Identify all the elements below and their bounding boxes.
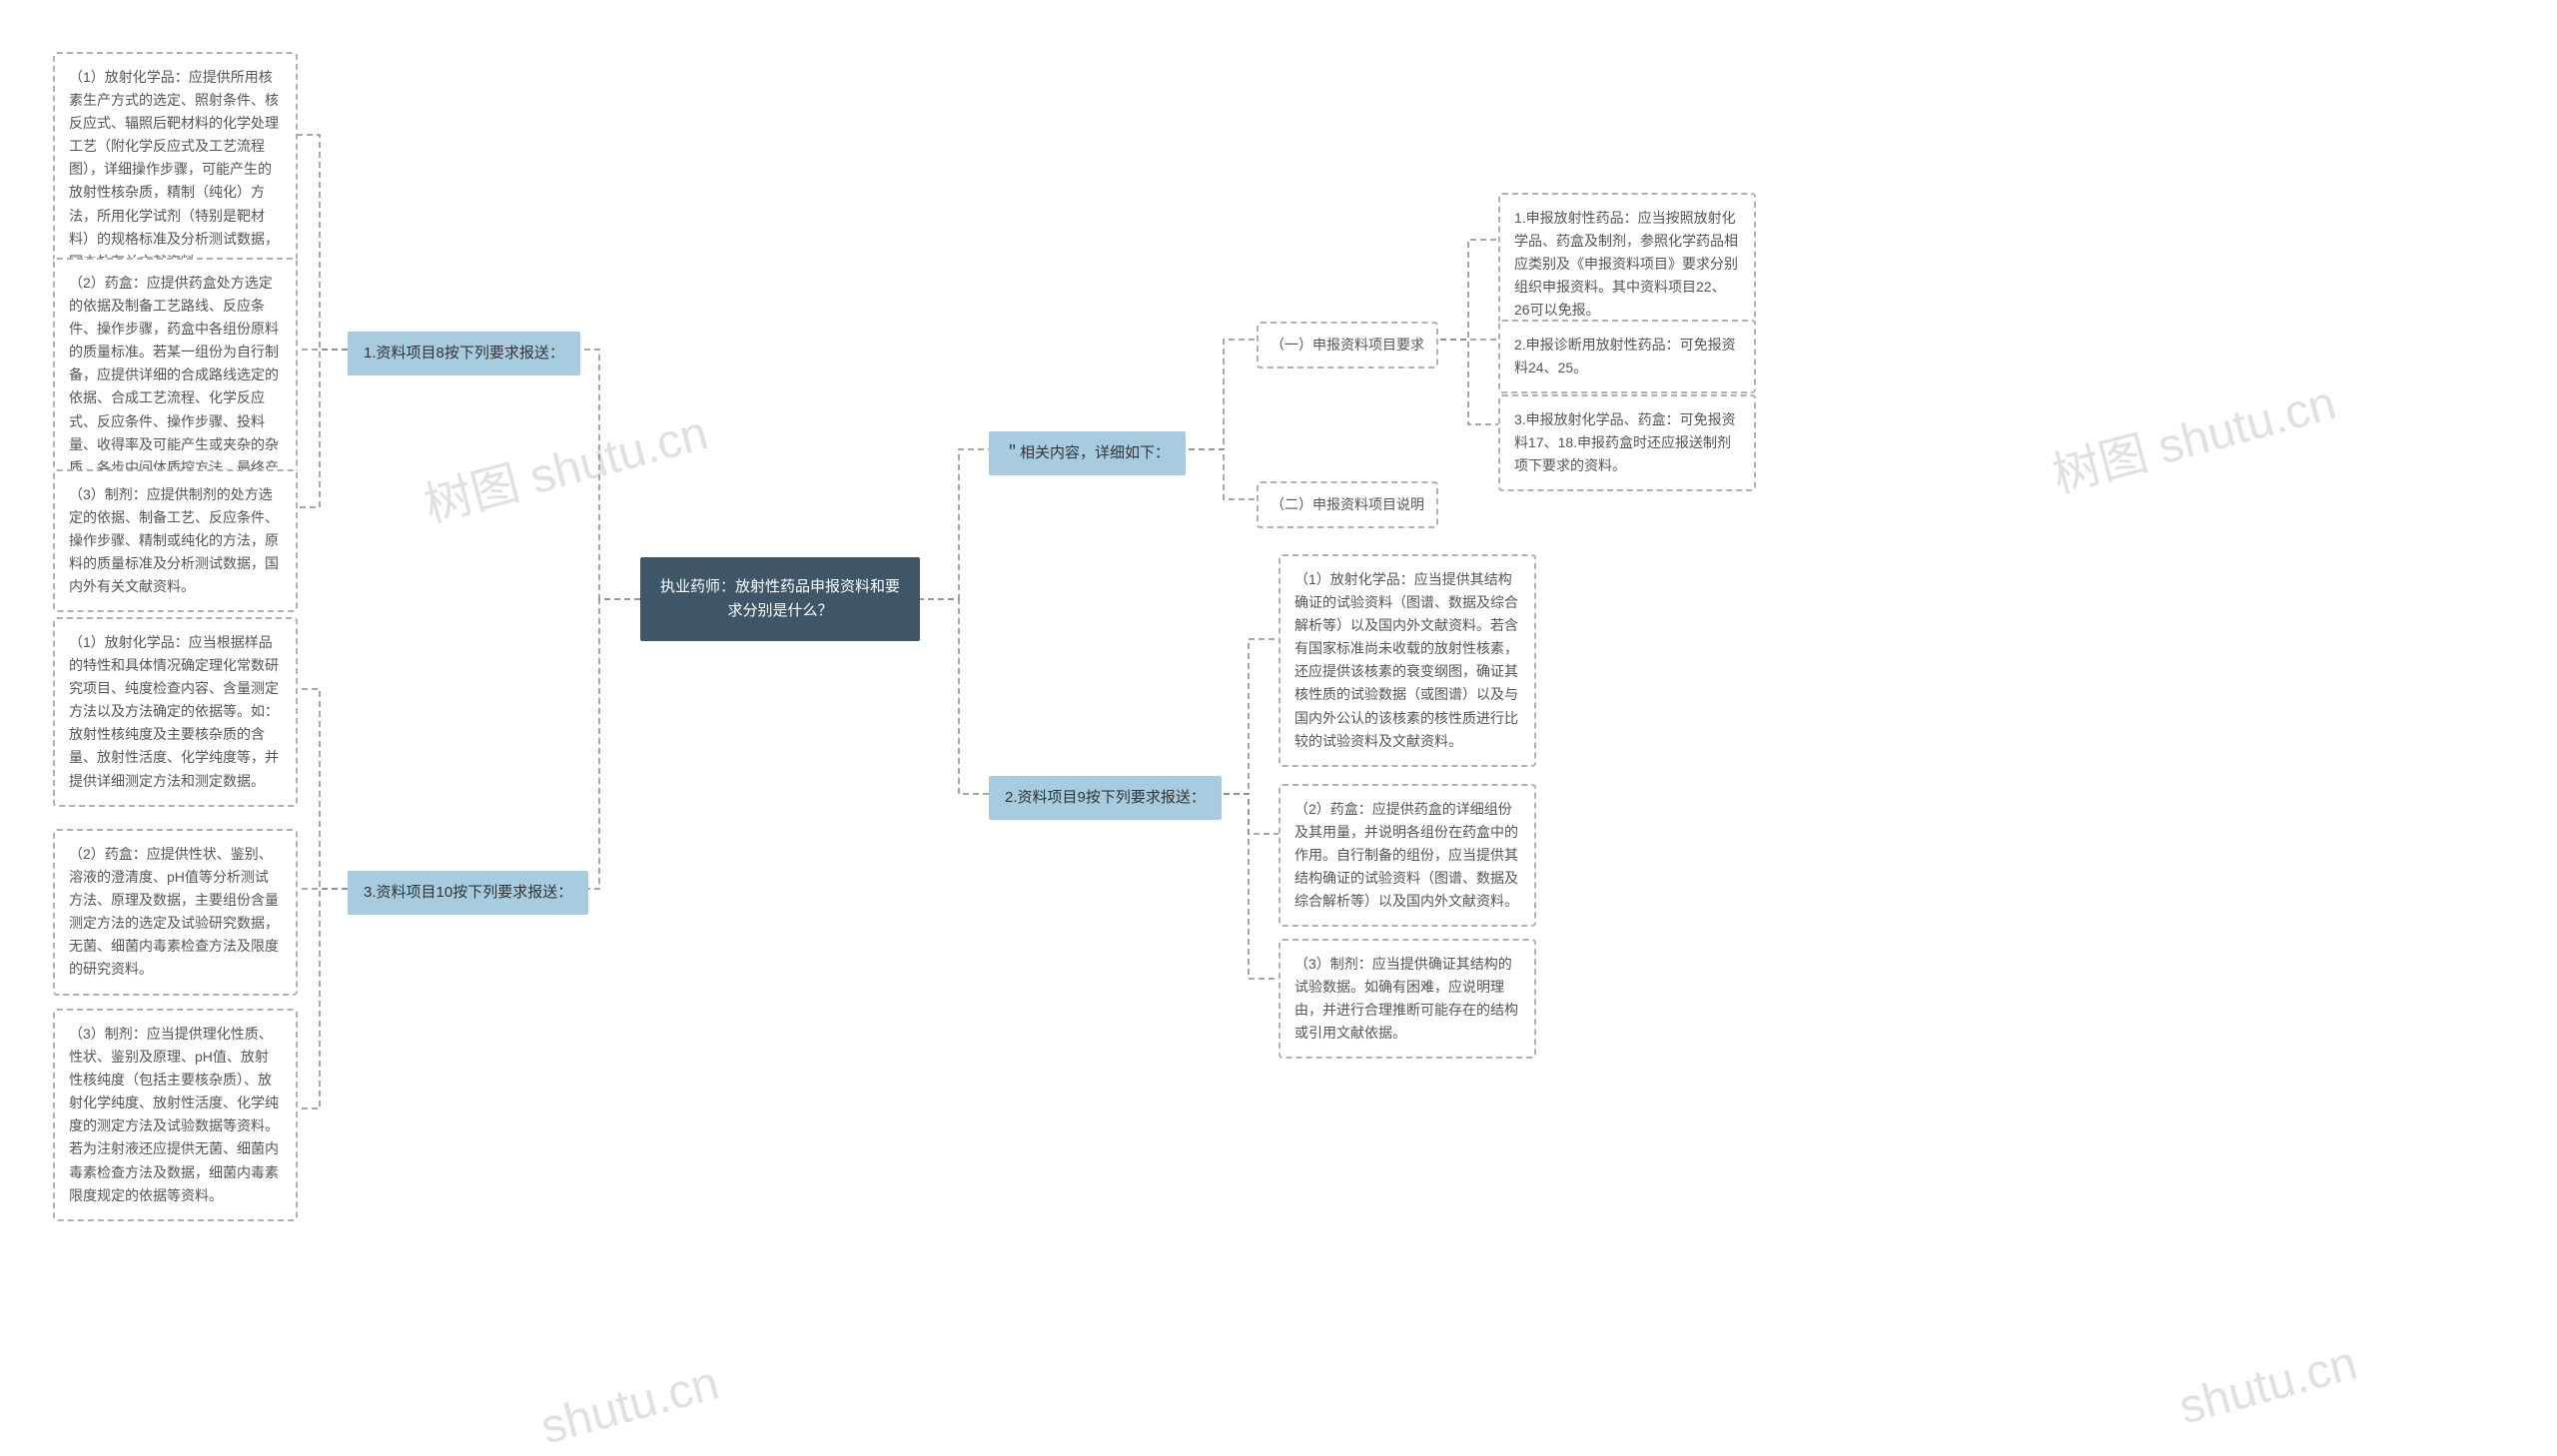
leaf-r2-3: （3）制剂：应当提供确证其结构的试验数据。如确有困难，应说明理由，并进行合理推断… — [1278, 939, 1536, 1059]
watermark: 树图 shutu.cn — [2044, 364, 2342, 506]
leaf-r2-1: （1）放射化学品：应当提供其结构确证的试验资料（图谱、数据及综合解析等）以及国内… — [1278, 554, 1536, 767]
leaf-r1-3: 3.申报放射化学品、药盒：可免报资料17、18.申报药盒时还应报送制剂项下要求的… — [1498, 394, 1756, 491]
leaf-l3-1: （1）放射化学品：应当根据样品的特性和具体情况确定理化常数研究项目、纯度检查内容… — [53, 617, 298, 807]
leaf-l3-2: （2）药盒：应提供性状、鉴别、溶液的澄清度、pH值等分析测试方法、原理及数据，主… — [53, 829, 298, 996]
watermark: 树图 shutu.cn — [416, 393, 714, 536]
leaf-l3-3: （3）制剂：应当提供理化性质、性状、鉴别及原理、pH值、放射性核纯度（包括主要核… — [53, 1009, 298, 1221]
watermark: shutu.cn — [2173, 1335, 2363, 1435]
leaf-l1-3: （3）制剂：应提供制剂的处方选定的依据、制备工艺、反应条件、操作步骤、精制或纯化… — [53, 469, 298, 612]
right-branch-2: 2.资料项目9按下列要求报送： — [989, 776, 1222, 820]
leaf-l1-1: （1）放射化学品：应提供所用核素生产方式的选定、照射条件、核反应式、辐照后靶材料… — [53, 52, 298, 288]
leaf-r2-2: （2）药盒：应提供药盒的详细组份及其用量，并说明各组份在药盒中的作用。自行制备的… — [1278, 784, 1536, 927]
right-branch-related: ＂相关内容，详细如下： — [989, 431, 1186, 475]
left-branch-3: 3.资料项目10按下列要求报送： — [348, 871, 588, 915]
leaf-r1-2: 2.申报诊断用放射性药品：可免报资料24、25。 — [1498, 320, 1756, 393]
root-node: 执业药师：放射性药品申报资料和要求分别是什么？ — [640, 557, 920, 641]
sub-branch-desc: （二）申报资料项目说明 — [1257, 481, 1438, 528]
leaf-r1-1: 1.申报放射性药品：应当按照放射化学品、药盒及制剂，参照化学药品相应类别及《申报… — [1498, 193, 1756, 336]
watermark: shutu.cn — [535, 1355, 725, 1455]
sub-branch-req: （一）申报资料项目要求 — [1257, 322, 1438, 368]
left-branch-1: 1.资料项目8按下列要求报送： — [348, 332, 580, 375]
